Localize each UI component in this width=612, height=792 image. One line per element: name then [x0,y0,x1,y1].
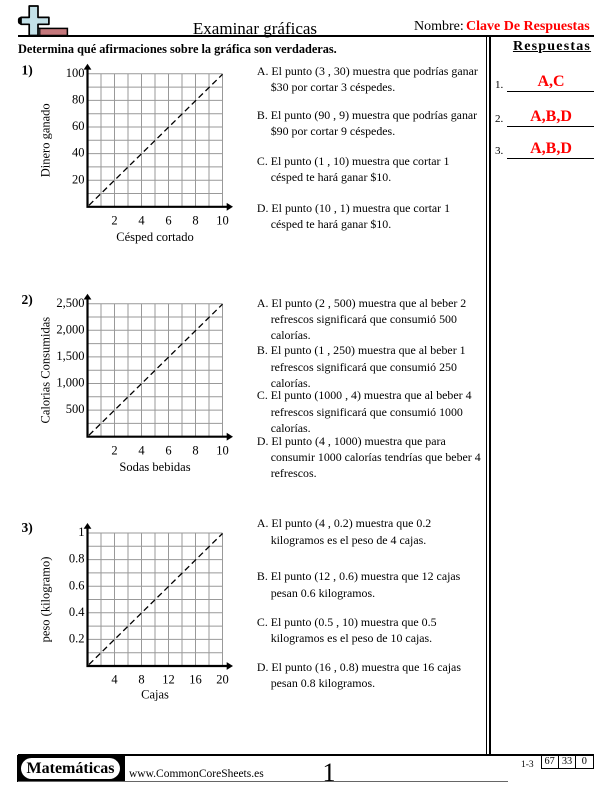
svg-text:2,000: 2,000 [56,322,84,336]
svg-text:4: 4 [111,673,118,687]
svg-text:60: 60 [72,119,85,133]
svg-text:0.2: 0.2 [69,632,85,646]
svg-text:10: 10 [216,213,229,227]
svg-text:4: 4 [138,213,145,227]
svg-text:20: 20 [216,673,229,687]
svg-text:2): 2) [22,292,33,307]
svg-text:Césped cortado: Césped cortado [116,230,193,244]
svg-text:Cajas: Cajas [141,688,169,702]
svg-text:2: 2 [111,213,117,227]
svg-text:1): 1) [22,62,33,77]
svg-text:Calorias Consumidas: Calorias Consumidas [38,317,52,424]
svg-text:2: 2 [111,444,117,458]
svg-text:6: 6 [165,213,171,227]
svg-text:peso (kilogramo): peso (kilogramo) [38,557,52,643]
svg-text:1,000: 1,000 [56,376,84,390]
svg-text:Sodas bebidas: Sodas bebidas [119,460,190,474]
svg-text:12: 12 [162,673,175,687]
svg-text:0.6: 0.6 [69,578,85,592]
svg-text:8: 8 [192,213,198,227]
svg-text:100: 100 [66,66,85,80]
svg-text:8: 8 [138,673,144,687]
svg-text:4: 4 [138,444,145,458]
svg-text:20: 20 [72,172,85,186]
svg-text:1,500: 1,500 [56,349,84,363]
svg-text:8: 8 [192,444,198,458]
svg-text:6: 6 [165,444,171,458]
svg-text:80: 80 [72,93,85,107]
svg-text:1: 1 [78,525,84,539]
svg-text:Dinero ganado: Dinero ganado [38,103,52,177]
svg-text:0.8: 0.8 [69,552,85,566]
svg-text:3): 3) [22,520,33,535]
svg-text:0.4: 0.4 [69,605,85,619]
svg-text:40: 40 [72,146,85,160]
svg-text:2,500: 2,500 [56,296,84,310]
svg-text:10: 10 [216,444,229,458]
svg-text:500: 500 [66,402,85,416]
svg-text:16: 16 [189,673,202,687]
